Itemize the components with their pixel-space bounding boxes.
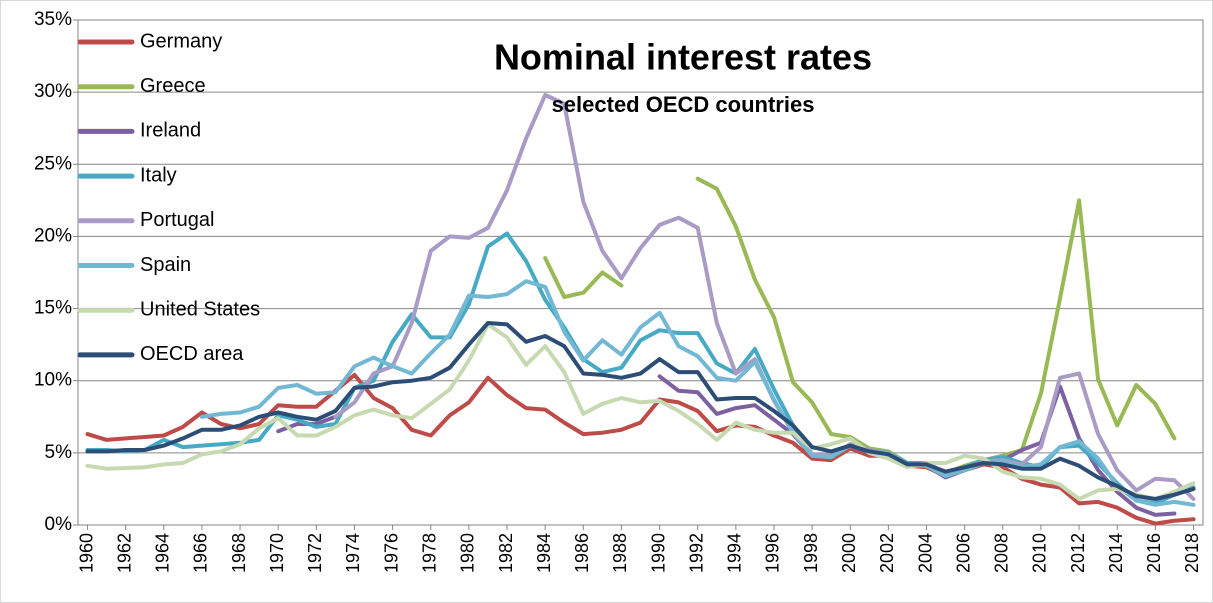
x-tick-label: 1988 <box>610 533 630 573</box>
series-line <box>85 322 1196 501</box>
x-tick-label: 2004 <box>915 533 935 573</box>
y-tick-label: 10% <box>34 370 72 391</box>
x-tick-label: 1964 <box>153 533 173 573</box>
lines <box>85 93 1196 526</box>
x-tick-label: 1984 <box>534 533 554 573</box>
y-tick-label: 20% <box>34 225 72 246</box>
plot-frame <box>77 19 1204 526</box>
legend-label: Portugal <box>140 209 215 231</box>
x-tick-label: 2008 <box>992 533 1012 573</box>
y-tick-label: 5% <box>45 442 73 463</box>
y-tick-label: 35% <box>34 9 72 30</box>
x-tick-label: 1960 <box>76 533 96 573</box>
x-tick-label: 1994 <box>725 533 745 573</box>
x-tick-label: 1998 <box>801 533 821 573</box>
y-tick-label: 0% <box>45 514 73 535</box>
legend-label: United States <box>140 298 260 320</box>
legend-label: Italy <box>140 164 177 186</box>
legend-label: OECD area <box>140 343 244 365</box>
x-tick-label: 1976 <box>381 533 401 573</box>
x-tick-label: 1980 <box>458 533 478 573</box>
x-tick-label: 2006 <box>953 533 973 573</box>
series-line <box>199 279 1196 507</box>
chart-subtitle: selected OECD countries <box>552 92 815 117</box>
x-tick-label: 1982 <box>496 533 516 573</box>
series-line <box>85 321 1196 501</box>
chart-title: Nominal interest rates <box>494 37 872 78</box>
x-tick-label: 1996 <box>763 533 783 573</box>
legend-label: Ireland <box>140 120 201 142</box>
x-tick-label: 1986 <box>572 533 592 573</box>
legend-label: Greece <box>140 75 206 97</box>
legend-label: Germany <box>140 30 222 52</box>
series-line <box>85 372 1196 526</box>
x-tick-label: 1962 <box>114 533 134 573</box>
x-tick-label: 1992 <box>686 533 706 573</box>
x-tick-label: 1974 <box>343 533 363 573</box>
x-tick-label: 2012 <box>1068 533 1088 573</box>
x-tick-label: 1978 <box>420 533 440 573</box>
x-tick-label: 1966 <box>191 533 211 573</box>
y-tick-label: 25% <box>34 153 72 174</box>
x-tick-label: 2016 <box>1144 533 1164 573</box>
x-tick-label: 1968 <box>229 533 249 573</box>
x-tick-label: 1970 <box>267 533 287 573</box>
x-tick-label: 1990 <box>648 533 668 573</box>
x-tick-label: 2018 <box>1182 533 1202 573</box>
y-tick-label: 30% <box>34 81 72 102</box>
legend: Germany Greece Ireland Italy Portugal Spain Un… <box>77 30 260 365</box>
y-tick-label: 15% <box>34 298 72 319</box>
x-tick-label: 2010 <box>1030 533 1050 573</box>
x-tick-label: 2014 <box>1106 533 1126 573</box>
legend-label: Spain <box>140 254 191 276</box>
x-tick-label: 2000 <box>839 533 859 573</box>
x-tick-label: 2002 <box>877 533 897 573</box>
x-tick-label: 1972 <box>305 533 325 573</box>
